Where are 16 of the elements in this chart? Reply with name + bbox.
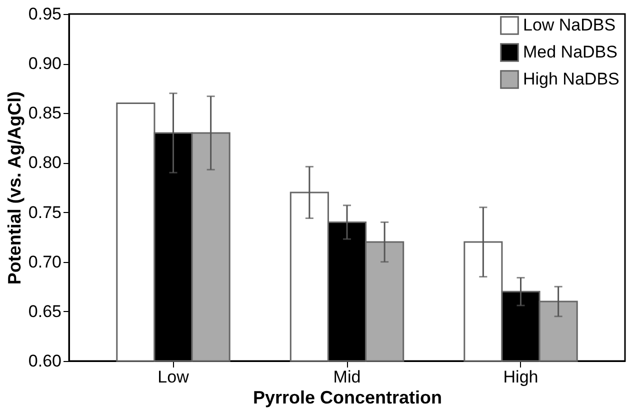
- y-tick-label: 0.80: [28, 153, 62, 172]
- legend-label: Med NaDBS: [523, 42, 618, 62]
- x-tick-label: Low: [158, 368, 190, 386]
- x-axis-title: Pyrrole Concentration: [252, 388, 442, 408]
- x-tick-label: High: [503, 368, 538, 386]
- y-tick-label: 0.90: [28, 54, 62, 74]
- legend-label: High NaDBS: [523, 70, 620, 88]
- y-axis-title: Potential (vs. Ag/AgCl): [4, 91, 24, 285]
- y-tick-label: 0.85: [28, 104, 62, 123]
- y-tick-label: 0.75: [28, 202, 62, 222]
- legend-label: Low NaDBS: [523, 16, 616, 34]
- y-tick-label: 0.95: [28, 4, 62, 24]
- x-tick-label: Mid: [333, 368, 361, 386]
- y-tick-label: 0.65: [28, 302, 62, 321]
- y-tick-label: 0.70: [28, 252, 62, 272]
- y-tick-label: 0.60: [28, 352, 62, 370]
